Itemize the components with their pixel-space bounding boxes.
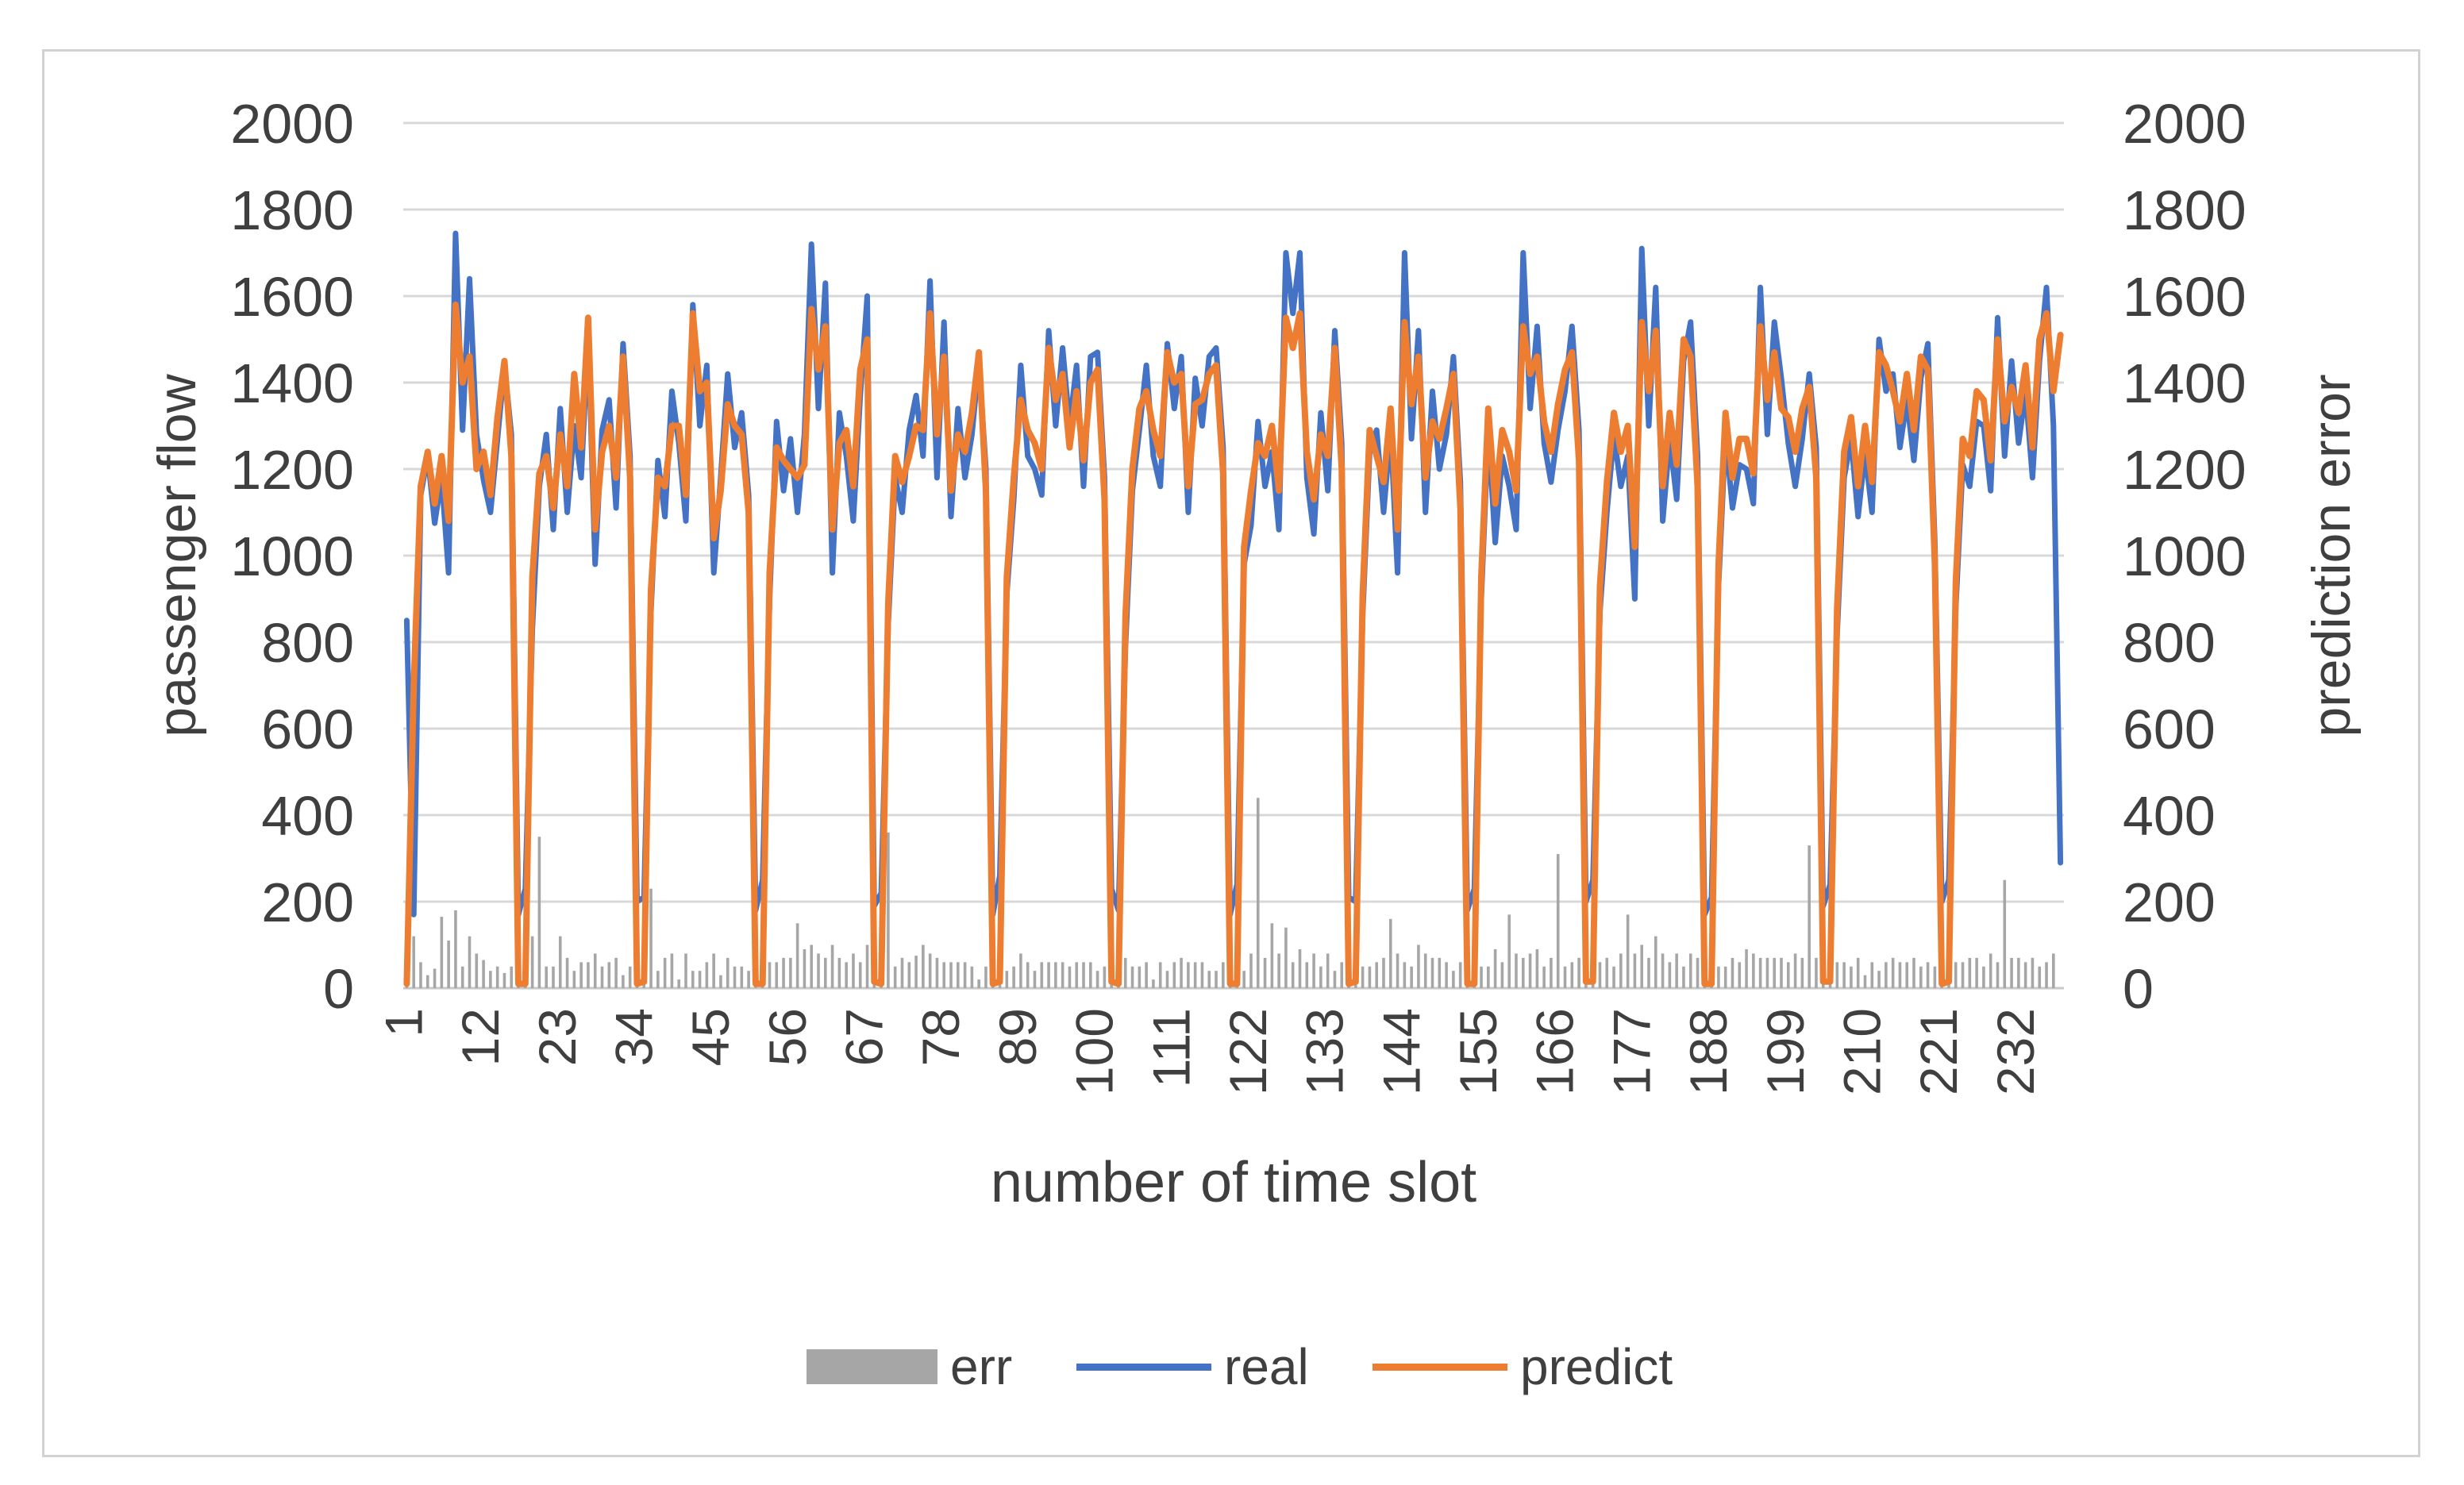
svg-text:122: 122 — [1219, 1008, 1277, 1095]
svg-text:1200: 1200 — [230, 439, 354, 501]
legend-item-real: real — [1076, 1338, 1309, 1395]
svg-text:56: 56 — [758, 1008, 817, 1066]
x-axis-title: number of time slot — [990, 1151, 1477, 1214]
svg-text:12: 12 — [451, 1008, 510, 1066]
legend-predict-swatch-icon — [1373, 1363, 1507, 1371]
svg-text:400: 400 — [261, 785, 354, 847]
svg-text:23: 23 — [528, 1008, 587, 1066]
svg-text:600: 600 — [261, 698, 354, 760]
svg-text:133: 133 — [1296, 1008, 1354, 1095]
legend-err-swatch-icon — [807, 1349, 937, 1384]
svg-text:34: 34 — [604, 1008, 663, 1066]
legend-predict-label: predict — [1520, 1338, 1673, 1395]
svg-text:199: 199 — [1756, 1008, 1815, 1095]
svg-text:155: 155 — [1449, 1008, 1507, 1095]
svg-text:1400: 1400 — [2123, 352, 2246, 414]
svg-text:78: 78 — [911, 1008, 970, 1066]
svg-text:0: 0 — [323, 958, 354, 1020]
svg-text:1400: 1400 — [230, 352, 354, 414]
svg-text:200: 200 — [261, 871, 354, 933]
predict-line — [403, 301, 2064, 987]
svg-text:177: 177 — [1602, 1008, 1661, 1095]
svg-text:67: 67 — [835, 1008, 894, 1066]
svg-text:600: 600 — [2123, 698, 2216, 760]
svg-text:400: 400 — [2123, 785, 2216, 847]
svg-text:144: 144 — [1372, 1008, 1430, 1095]
svg-text:166: 166 — [1526, 1008, 1584, 1095]
svg-text:45: 45 — [681, 1008, 740, 1066]
svg-text:111: 111 — [1142, 1008, 1200, 1087]
svg-text:1800: 1800 — [2123, 179, 2246, 241]
svg-text:1600: 1600 — [2123, 266, 2246, 328]
svg-text:800: 800 — [261, 612, 354, 674]
svg-text:1200: 1200 — [2123, 439, 2246, 501]
svg-text:800: 800 — [2123, 612, 2216, 674]
x-axis-tick-labels: 1 12 23 34 45 56 67 78 89 100 111 122 133 144 155 166 17… — [374, 1008, 2044, 1095]
svg-text:232: 232 — [1986, 1008, 2045, 1095]
svg-text:2000: 2000 — [230, 93, 354, 155]
svg-text:188: 188 — [1679, 1008, 1738, 1095]
left-axis-title: passenger flow — [147, 374, 207, 737]
svg-text:89: 89 — [988, 1008, 1047, 1066]
svg-text:1: 1 — [374, 1008, 433, 1037]
svg-text:200: 200 — [2123, 871, 2216, 933]
legend-real-label: real — [1224, 1338, 1309, 1395]
svg-text:1000: 1000 — [230, 525, 354, 587]
legend-real-swatch-icon — [1076, 1363, 1211, 1371]
svg-text:210: 210 — [1832, 1008, 1891, 1095]
y-axis-tick-labels: 0 0 200 200 400 400 600 600 800 800 1000 1000 1200 12… — [230, 93, 2246, 1020]
svg-text:1000: 1000 — [2123, 525, 2246, 587]
svg-text:1800: 1800 — [230, 179, 354, 241]
svg-text:2000: 2000 — [2123, 93, 2246, 155]
legend-err-label: err — [950, 1338, 1013, 1395]
svg-text:0: 0 — [2123, 958, 2154, 1020]
svg-text:100: 100 — [1065, 1008, 1124, 1095]
legend-item-err: err — [807, 1338, 1012, 1395]
right-axis-title: prediction error — [2301, 374, 2362, 737]
svg-text:221: 221 — [1909, 1008, 1968, 1095]
legend-item-predict: predict — [1373, 1338, 1673, 1395]
svg-text:1600: 1600 — [230, 266, 354, 328]
